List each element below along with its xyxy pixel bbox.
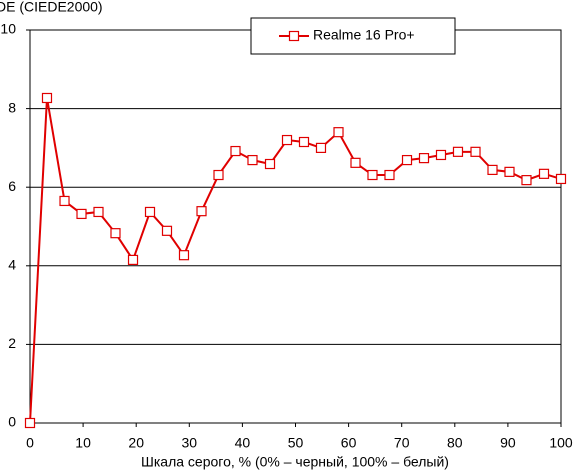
data-point xyxy=(230,145,241,157)
data-point xyxy=(555,173,567,185)
data-point xyxy=(401,154,413,166)
x-tick-label: 30 xyxy=(182,435,198,451)
data-point xyxy=(367,169,378,181)
data-point xyxy=(315,142,327,153)
data-point xyxy=(418,153,430,164)
data-point xyxy=(196,206,207,217)
data-point xyxy=(41,92,53,104)
y-tick-label: 10 xyxy=(0,21,16,37)
x-tick-label: 90 xyxy=(500,435,516,451)
data-point xyxy=(521,175,532,186)
x-tick-label: 10 xyxy=(75,435,91,451)
data-point xyxy=(76,208,87,220)
data-point xyxy=(247,154,258,166)
data-point xyxy=(59,195,70,207)
data-point xyxy=(161,225,173,236)
legend-marker xyxy=(288,30,300,42)
x-tick-label: 0 xyxy=(26,435,34,451)
data-point xyxy=(487,164,498,176)
data-point xyxy=(298,136,310,148)
y-tick-label: 4 xyxy=(8,257,16,273)
data-point xyxy=(178,250,190,261)
data-point xyxy=(435,149,447,161)
x-tick-label: 50 xyxy=(288,435,304,451)
legend-label: Realme 16 Pro+ xyxy=(313,27,415,43)
x-tick-label: 80 xyxy=(447,435,463,451)
x-tick-label: 20 xyxy=(128,435,144,451)
data-line xyxy=(29,97,562,424)
y-axis-label: DE (CIEDE2000) xyxy=(0,0,103,15)
x-tick-label: 100 xyxy=(549,435,573,451)
data-point xyxy=(504,166,515,177)
y-tick-label: 0 xyxy=(8,414,16,430)
data-point xyxy=(144,206,156,218)
data-point xyxy=(110,228,121,239)
data-point xyxy=(264,158,276,170)
y-tick-label: 6 xyxy=(8,178,16,194)
y-tick-label: 8 xyxy=(8,99,16,115)
data-point xyxy=(127,254,139,266)
x-tick-label: 60 xyxy=(341,435,357,451)
data-point xyxy=(384,169,395,181)
data-point xyxy=(213,169,224,181)
data-point xyxy=(24,417,36,429)
data-point xyxy=(281,134,293,146)
x-axis-label: Шкала серого, % (0% – черный, 100% – бел… xyxy=(141,454,449,470)
data-point xyxy=(452,146,464,157)
x-tick-label: 70 xyxy=(394,435,410,451)
data-point xyxy=(350,157,361,168)
data-point xyxy=(470,146,481,157)
y-tick-label: 2 xyxy=(8,335,16,351)
data-point xyxy=(93,206,104,218)
data-point xyxy=(538,168,550,179)
x-tick-label: 40 xyxy=(235,435,251,451)
data-point xyxy=(333,127,344,138)
